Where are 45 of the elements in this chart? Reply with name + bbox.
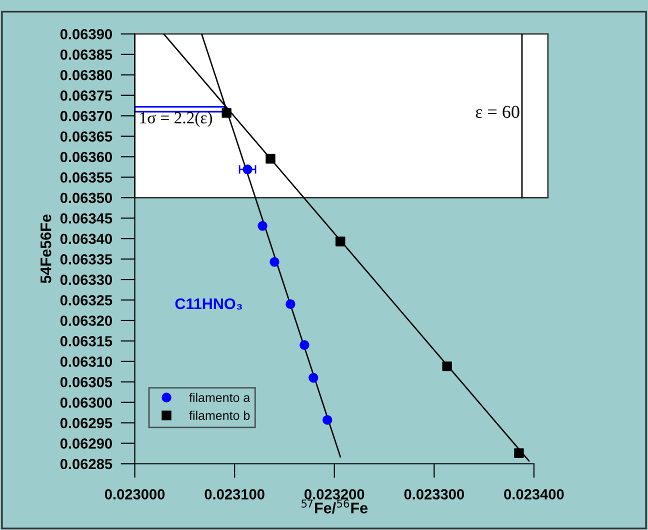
x-tick-label: 0.023300: [404, 489, 464, 500]
y-tick-label: 0.06380: [60, 70, 112, 80]
y-tick-label: 0.06365: [60, 131, 112, 142]
annotation: C11HNO₃: [175, 298, 242, 310]
point: [442, 361, 452, 372]
y-tick-label: 0.06340: [60, 234, 112, 244]
point: [222, 108, 232, 118]
x-tick-label: 0.023200: [304, 489, 364, 500]
y-tick-label: 0.06305: [60, 376, 112, 388]
y-tick-label: 0.06335: [60, 254, 112, 265]
legend-label: filamento b: [189, 410, 250, 420]
y-tick-label: 0.06290: [60, 438, 112, 449]
point: [258, 221, 268, 231]
y-tick-label: 0.06370: [60, 110, 112, 122]
y-axis-title: 54Fe56Fe: [40, 214, 52, 284]
point: [322, 415, 332, 425]
point: [266, 154, 276, 164]
point: [335, 236, 346, 246]
y-tick-label: 0.06355: [60, 172, 112, 183]
y-tick-label: 0.06295: [60, 418, 112, 428]
x-tick-label: 0.023400: [504, 489, 564, 500]
y-tick-label: 0.06315: [60, 336, 112, 346]
point: [514, 448, 524, 458]
y-tick-label: 0.06300: [60, 397, 112, 408]
y-tick-label: 0.06390: [60, 29, 112, 40]
point: [308, 372, 318, 383]
y-tick-label: 0.06310: [60, 356, 112, 367]
x-tick-label: 0.023000: [104, 489, 165, 500]
y-tick-label: 0.06325: [60, 295, 112, 306]
y-tick-label: 0.06360: [60, 152, 112, 162]
y-tick-label: 0.06375: [60, 90, 112, 101]
point: [286, 299, 296, 309]
band-label: 1σ = 2.2(ε): [140, 112, 212, 127]
y-tick-label: 0.06385: [60, 49, 112, 60]
x-axis-title: $^{57}$Fe/$^{56}$Fe: [302, 500, 368, 514]
point: [300, 340, 310, 350]
y-tick-label: 0.06350: [60, 192, 112, 204]
y-tick-label: 0.06285: [60, 458, 112, 470]
y-tick-label: 0.06330: [60, 274, 112, 285]
annotation: ε = 60: [476, 106, 520, 118]
legend-label: filamento a: [189, 392, 250, 402]
y-tick-label: 0.06320: [60, 316, 112, 326]
x-tick-label: 0.023100: [204, 489, 264, 500]
y-tick-label: 0.06345: [60, 213, 112, 224]
point: [270, 257, 280, 267]
